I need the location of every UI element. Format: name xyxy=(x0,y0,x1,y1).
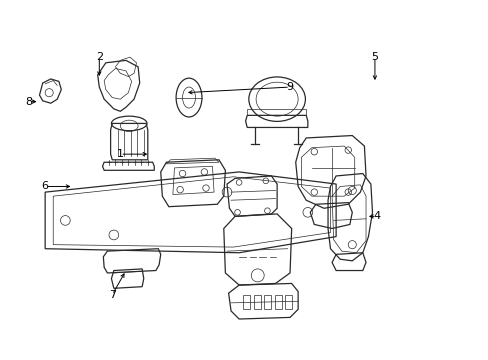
Text: 8: 8 xyxy=(25,96,33,107)
Text: 9: 9 xyxy=(286,82,293,92)
Text: 7: 7 xyxy=(108,290,116,300)
Text: 3: 3 xyxy=(486,128,488,138)
Text: 6: 6 xyxy=(41,181,48,192)
Text: 2: 2 xyxy=(96,52,102,62)
Text: 4: 4 xyxy=(372,211,379,221)
Text: 1: 1 xyxy=(117,149,123,159)
Text: 5: 5 xyxy=(371,52,378,62)
